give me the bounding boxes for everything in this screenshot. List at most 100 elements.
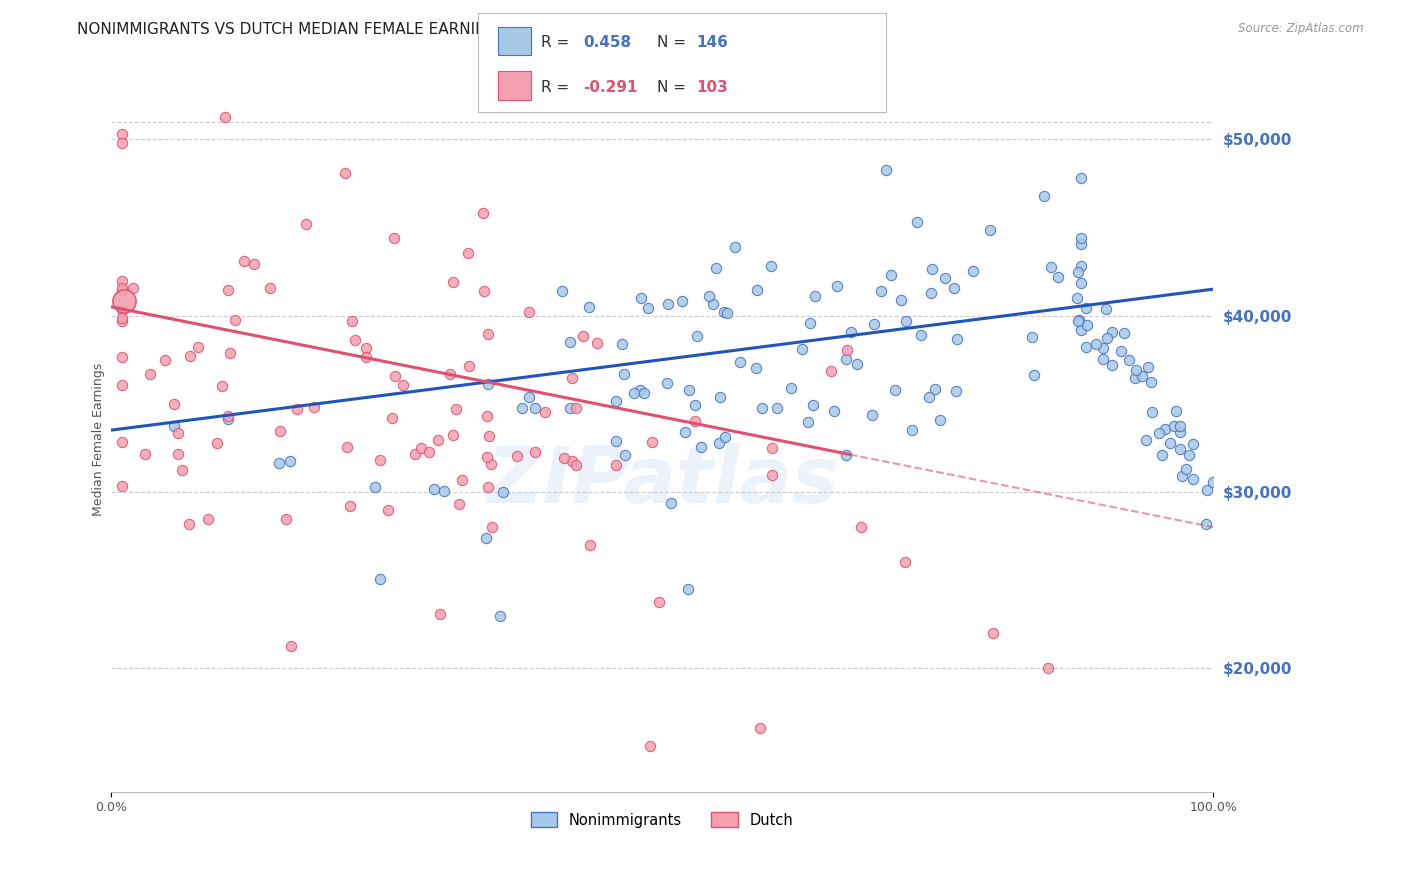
Point <box>697 289 720 303</box>
Point <box>724 240 747 254</box>
Point <box>761 441 783 455</box>
Point <box>423 483 446 497</box>
Point <box>381 411 404 425</box>
Point <box>702 297 724 311</box>
Point <box>1118 353 1140 368</box>
Point <box>489 609 512 624</box>
Point <box>890 293 912 308</box>
Text: N =: N = <box>657 36 690 50</box>
Point <box>409 441 432 455</box>
Point <box>533 405 555 419</box>
Point <box>749 721 772 735</box>
Point <box>863 317 886 331</box>
Point <box>1021 329 1043 343</box>
Point <box>1170 418 1192 433</box>
Point <box>1159 435 1181 450</box>
Point <box>481 520 503 534</box>
Point <box>659 496 682 510</box>
Point <box>429 607 451 621</box>
Point <box>751 401 773 415</box>
Point <box>274 512 297 526</box>
Point <box>1091 352 1114 367</box>
Point <box>1147 425 1170 440</box>
Point <box>302 400 325 414</box>
Point <box>730 355 752 369</box>
Point <box>368 453 391 467</box>
Point <box>875 162 897 177</box>
Point <box>744 360 766 375</box>
Point <box>1166 404 1188 418</box>
Point <box>510 401 533 415</box>
Point <box>1084 337 1107 351</box>
Point <box>565 401 588 416</box>
Point <box>524 401 547 415</box>
Point <box>392 378 415 392</box>
Point <box>1070 170 1092 185</box>
Point <box>578 538 600 552</box>
Point <box>605 434 627 449</box>
Point <box>517 305 540 319</box>
Point <box>637 301 659 316</box>
Point <box>1066 291 1088 305</box>
Point <box>475 531 498 545</box>
Point <box>1109 344 1132 359</box>
Point <box>934 271 956 285</box>
Point <box>217 411 239 425</box>
Point <box>111 310 134 325</box>
Point <box>801 398 824 412</box>
Point <box>1195 517 1218 532</box>
Point <box>918 390 941 404</box>
Point <box>444 401 467 416</box>
Point <box>111 281 134 295</box>
Point <box>1101 325 1123 339</box>
Point <box>1032 189 1054 203</box>
Point <box>641 435 664 450</box>
Point <box>905 215 928 229</box>
Point <box>111 284 134 298</box>
Point <box>1070 237 1092 252</box>
Point <box>825 279 848 293</box>
Point <box>163 418 186 433</box>
Point <box>578 301 600 315</box>
Point <box>339 499 361 513</box>
Point <box>839 325 862 339</box>
Point <box>111 378 134 392</box>
Point <box>167 447 190 461</box>
Point <box>713 305 735 319</box>
Point <box>683 398 706 412</box>
Point <box>799 316 821 330</box>
Point <box>294 217 316 231</box>
Point <box>779 381 801 395</box>
Point <box>893 555 915 569</box>
Point <box>475 409 498 424</box>
Point <box>1074 301 1097 316</box>
Point <box>524 445 547 459</box>
Point <box>804 288 827 302</box>
Point <box>823 404 845 418</box>
Text: ZIPatlas: ZIPatlas <box>486 443 838 519</box>
Point <box>179 349 201 363</box>
Point <box>1178 448 1201 462</box>
Point <box>946 332 969 346</box>
Point <box>506 449 529 463</box>
Text: NONIMMIGRANTS VS DUTCH MEDIAN FEMALE EARNINGS CORRELATION CHART: NONIMMIGRANTS VS DUTCH MEDIAN FEMALE EAR… <box>77 22 679 37</box>
Point <box>111 303 134 318</box>
Text: Source: ZipAtlas.com: Source: ZipAtlas.com <box>1239 22 1364 36</box>
Point <box>153 353 176 368</box>
Point <box>894 314 917 328</box>
Point <box>492 485 515 500</box>
Point <box>1076 318 1098 333</box>
Point <box>1202 475 1225 489</box>
Point <box>943 281 966 295</box>
Point <box>1174 461 1197 475</box>
Point <box>820 364 842 378</box>
Point <box>472 206 495 220</box>
Point <box>267 456 290 470</box>
Point <box>197 512 219 526</box>
Point <box>344 333 367 347</box>
Point <box>167 426 190 441</box>
Text: N =: N = <box>657 80 690 95</box>
Point <box>259 280 281 294</box>
Point <box>477 480 499 494</box>
Point <box>472 284 495 298</box>
